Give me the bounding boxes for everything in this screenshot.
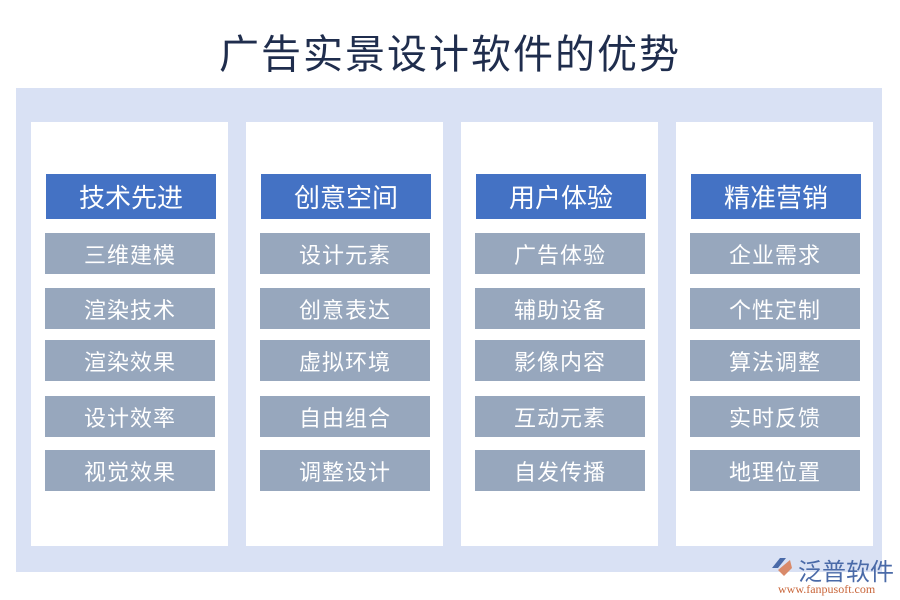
advantage-item: 企业需求 <box>690 233 860 274</box>
column-header: 精准营销 <box>691 174 861 219</box>
advantage-item: 实时反馈 <box>690 396 860 437</box>
advantage-item: 辅助设备 <box>475 288 645 329</box>
column-header: 技术先进 <box>46 174 216 219</box>
advantage-item: 虚拟环境 <box>260 340 430 381</box>
fanpusoft-logo: 泛普软件 www.fanpusoft.com <box>770 552 895 598</box>
advantage-item: 设计效率 <box>45 396 215 437</box>
advantage-item: 渲染效果 <box>45 340 215 381</box>
advantage-item: 创意表达 <box>260 288 430 329</box>
column-header: 创意空间 <box>261 174 431 219</box>
advantage-column: 用户体验广告体验辅助设备影像内容互动元素自发传播 <box>461 122 658 546</box>
logo-mark-icon <box>772 558 792 576</box>
advantage-column: 精准营销企业需求个性定制算法调整实时反馈地理位置 <box>676 122 873 546</box>
advantage-item: 个性定制 <box>690 288 860 329</box>
advantage-item: 自由组合 <box>260 396 430 437</box>
advantage-column: 技术先进三维建模渲染技术渲染效果设计效率视觉效果 <box>31 122 228 546</box>
advantage-item: 影像内容 <box>475 340 645 381</box>
column-header: 用户体验 <box>476 174 646 219</box>
advantage-item: 算法调整 <box>690 340 860 381</box>
advantage-column: 创意空间设计元素创意表达虚拟环境自由组合调整设计 <box>246 122 443 546</box>
logo-name: 泛普软件 <box>798 558 894 586</box>
advantage-item: 自发传播 <box>475 450 645 491</box>
advantage-item: 渲染技术 <box>45 288 215 329</box>
advantage-item: 视觉效果 <box>45 450 215 491</box>
advantage-item: 地理位置 <box>690 450 860 491</box>
logo-url: www.fanpusoft.com <box>778 582 876 596</box>
advantage-item: 设计元素 <box>260 233 430 274</box>
page-title: 广告实景设计软件的优势 <box>219 32 681 78</box>
advantage-item: 互动元素 <box>475 396 645 437</box>
advantage-item: 三维建模 <box>45 233 215 274</box>
advantage-item: 调整设计 <box>260 450 430 491</box>
advantage-item: 广告体验 <box>475 233 645 274</box>
